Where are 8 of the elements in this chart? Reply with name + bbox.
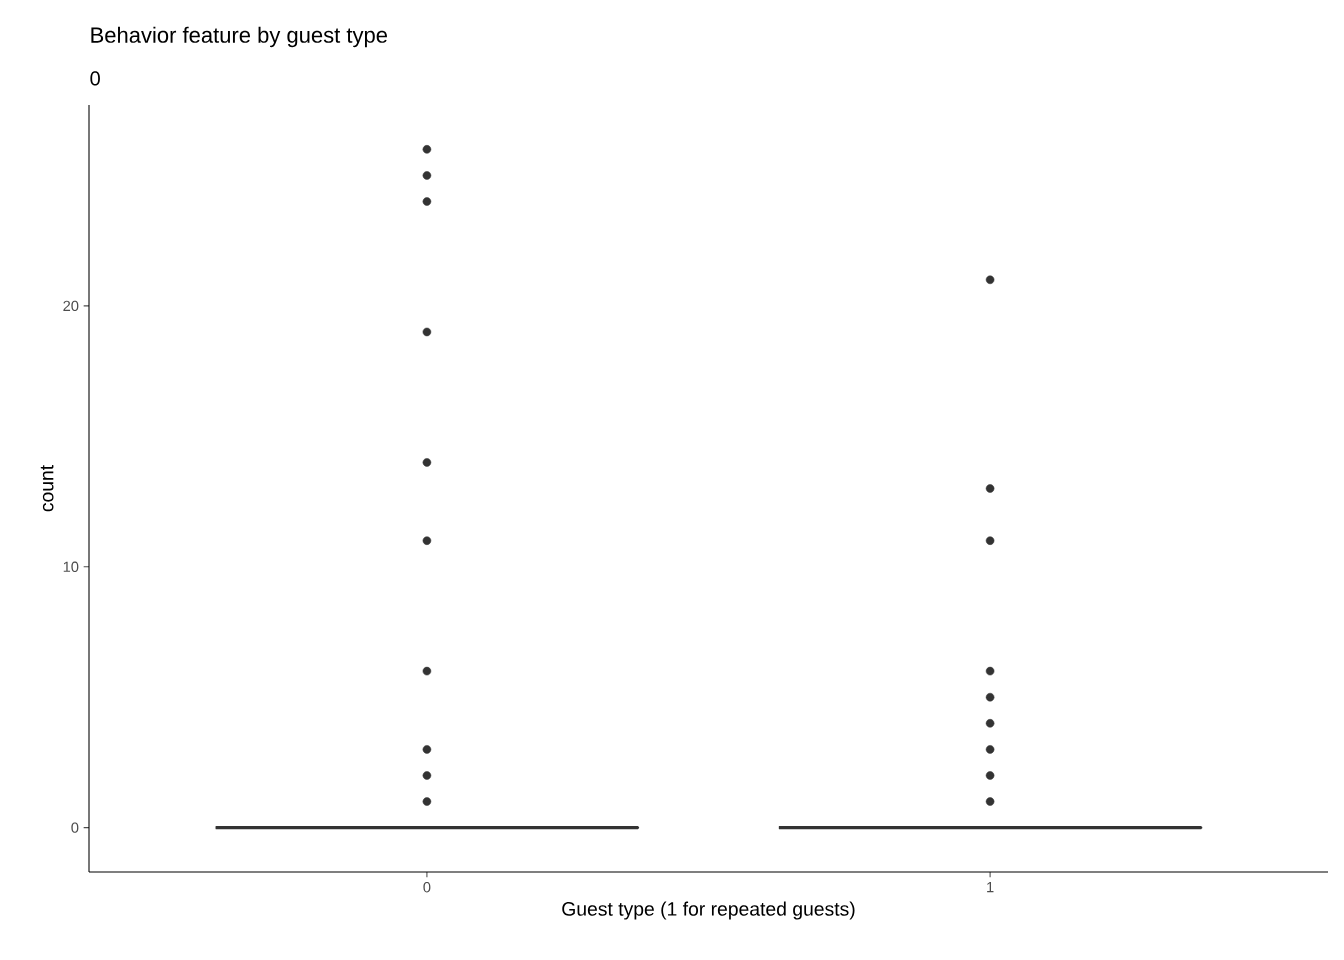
y-axis-title: count	[40, 465, 54, 512]
chart-subtitle: 0	[90, 71, 100, 86]
x-tick-label: 1	[987, 882, 994, 893]
x-axis-title: Guest type (1 for repeated guests)	[562, 901, 855, 920]
chart-title: Behavior feature by guest type	[91, 26, 387, 48]
y-tick-label: 20	[63, 300, 79, 312]
y-tick-label: 0	[71, 822, 79, 833]
y-tick-label: 10	[63, 561, 79, 572]
